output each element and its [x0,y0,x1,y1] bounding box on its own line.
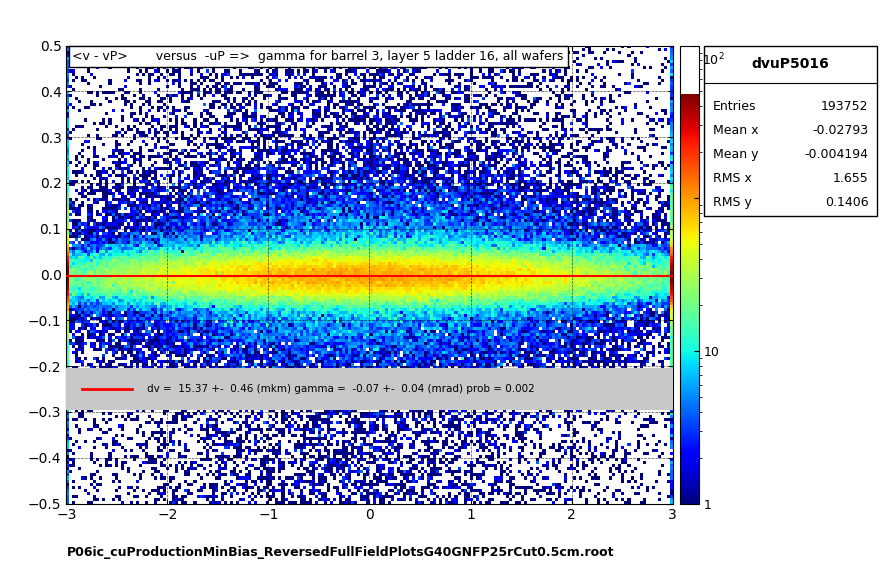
Text: Entries: Entries [713,101,757,113]
Text: 0.1406: 0.1406 [825,196,868,209]
Text: dv =  15.37 +-  0.46 (mkm) gamma =  -0.07 +-  0.04 (mrad) prob = 0.002: dv = 15.37 +- 0.46 (mkm) gamma = -0.07 +… [147,384,535,394]
Text: $10^2$: $10^2$ [702,51,725,68]
Text: <v - vP>       versus  -uP =>  gamma for barrel 3, layer 5 ladder 16, all wafers: <v - vP> versus -uP => gamma for barrel … [73,50,564,63]
Text: RMS y: RMS y [713,196,752,209]
Text: 1.655: 1.655 [833,172,868,185]
FancyBboxPatch shape [704,46,877,216]
Text: P06ic_cuProductionMinBias_ReversedFullFieldPlotsG40GNFP25rCut0.5cm.root: P06ic_cuProductionMinBias_ReversedFullFi… [66,546,614,559]
Text: 193752: 193752 [821,101,868,113]
Text: Mean y: Mean y [713,149,758,161]
Text: -0.004194: -0.004194 [804,149,868,161]
Text: RMS x: RMS x [713,172,752,185]
Text: Mean x: Mean x [713,125,758,137]
Bar [66,369,673,410]
Text: dvuP5016: dvuP5016 [752,57,829,71]
Text: -0.02793: -0.02793 [812,125,868,137]
